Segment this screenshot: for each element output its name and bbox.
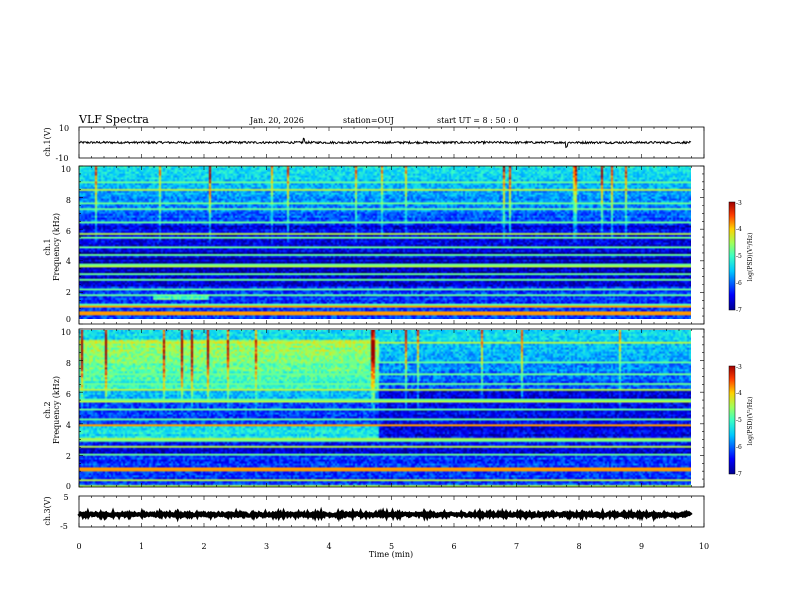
ch2-ytick-2: 2: [66, 452, 71, 461]
ch1-cbtick-m7: -7: [736, 307, 742, 314]
ch1-cbtick-m3: -3: [736, 200, 742, 207]
xtick-4: 4: [326, 542, 331, 551]
ch3-waveform-trace: [77, 506, 693, 523]
ch1-cbtick-m5: -5: [736, 253, 742, 260]
ch2-freq-ticks: 0 2 4 6 8 10: [61, 328, 71, 491]
ch1-waveform-panel: 10 -10 ch.1(V): [43, 124, 705, 163]
axis-tick-marks: [78, 127, 705, 527]
ch2-ytick-10: 10: [61, 328, 71, 337]
ch1-ytick-0: 0: [66, 315, 71, 324]
xtick-8: 8: [576, 542, 581, 551]
ch3-ytick-bottom: -5: [60, 522, 68, 531]
x-axis-label: Time (min): [369, 550, 413, 559]
ch1-ytick-4: 4: [66, 257, 71, 266]
ch1-colorbar: [728, 201, 736, 311]
ch1-ytick-bottom: -10: [56, 154, 69, 163]
ch2-spectrogram-image: [79, 330, 691, 487]
ch2-ytick-6: 6: [66, 390, 71, 399]
ch3-waveform-panel: 5 -5 ch.3(V): [43, 493, 705, 531]
ch2-cbtick-m4: -4: [736, 390, 742, 397]
ch3-ylabel: ch.3(V): [43, 496, 52, 525]
xtick-10: 10: [699, 542, 709, 551]
station-label: station=OUJ: [343, 116, 394, 125]
ch1-waveform-trace: [78, 137, 692, 149]
ch2-channel-label: ch.2: [43, 401, 52, 418]
ch1-cbtick-m6: -6: [736, 280, 742, 287]
xtick-0: 0: [76, 542, 81, 551]
ch1-ylabel: ch.1(V): [43, 127, 52, 156]
ch1-ytick-6: 6: [66, 227, 71, 236]
xtick-6: 6: [451, 542, 456, 551]
xtick-3: 3: [264, 542, 269, 551]
xtick-7: 7: [514, 542, 519, 551]
start-time-label: start UT = 8 : 50 : 0: [437, 116, 518, 125]
tick-marks-path: [78, 127, 705, 527]
time-tick-labels: 0 1 2 3 4 5 6 7 8 9 10: [76, 542, 709, 551]
date-label: Jan. 20, 2026: [249, 116, 304, 125]
ch2-cbtick-m3: -3: [736, 364, 742, 371]
figure-title: VLF Spectra: [78, 113, 149, 126]
ch2-colorbar-label: log(PSD)(V²/Hz): [747, 397, 754, 446]
ch2-ytick-0: 0: [66, 482, 71, 491]
ch2-ytick-4: 4: [66, 421, 71, 430]
ch1-ytick-10: 10: [61, 165, 71, 174]
ch2-freq-axis-label: Frequency (kHz): [52, 376, 61, 444]
ch1-freq-ticks: 0 2 4 6 8 10: [61, 165, 71, 324]
ch2-ytick-8: 8: [66, 359, 71, 368]
ch1-cbtick-m4: -4: [736, 226, 742, 233]
ch2-cbtick-m6: -6: [736, 444, 742, 451]
ch3-ytick-top: 5: [63, 493, 68, 502]
ch1-ytick-2: 2: [66, 288, 71, 297]
ch1-channel-label: ch.1: [43, 238, 52, 255]
ch2-cbtick-m7: -7: [736, 471, 742, 478]
ch2-cbtick-m5: -5: [736, 417, 742, 424]
xtick-5: 5: [389, 542, 394, 551]
ch1-spectrogram-image: [79, 166, 691, 319]
xtick-1: 1: [139, 542, 144, 551]
ch1-spectrogram-panel: 0 2 4 6 8 10 ch.1 Frequency (kHz) -3 -4 …: [43, 165, 754, 325]
ch1-colorbar-label: log(PSD)(V²/Hz): [747, 233, 754, 282]
xtick-2: 2: [201, 542, 206, 551]
xtick-9: 9: [639, 542, 644, 551]
ch1-ytick-8: 8: [66, 196, 71, 205]
ch1-ytick-top: 10: [59, 124, 69, 133]
ch1-freq-axis-label: Frequency (kHz): [52, 213, 61, 281]
ch2-spectrogram-panel: 0 2 4 6 8 10 ch.2 Frequency (kHz) -3 -4 …: [43, 328, 754, 491]
ch2-colorbar: [728, 365, 736, 475]
